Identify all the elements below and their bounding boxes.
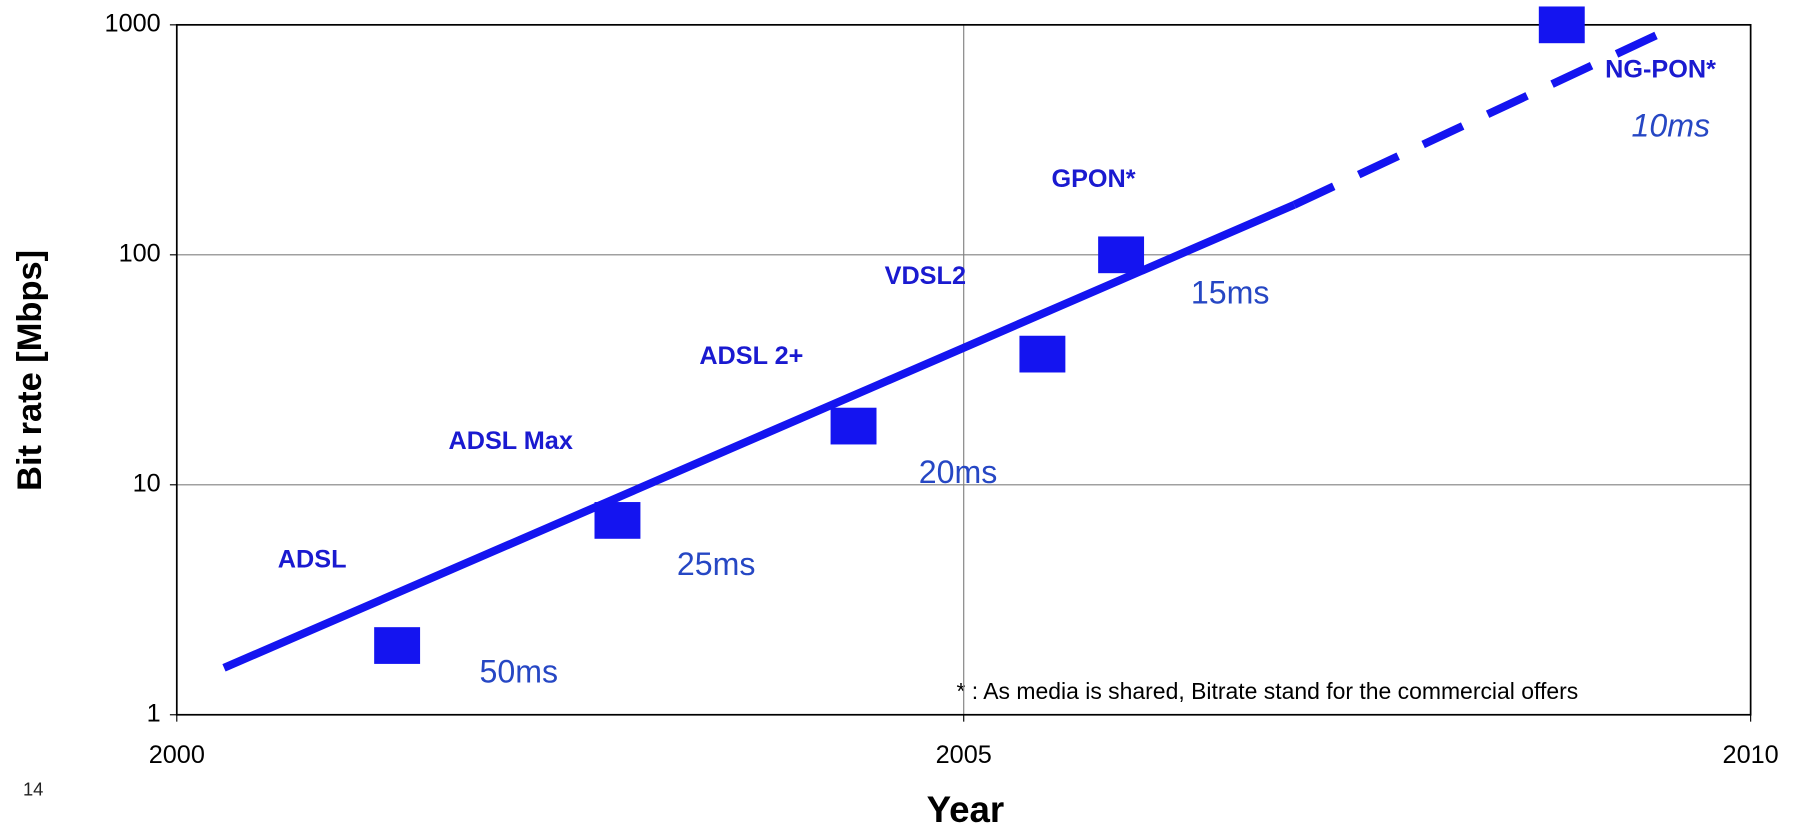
point-label: VDSL2: [885, 262, 966, 290]
point-label: ADSL: [278, 545, 347, 573]
latency-label: 20ms: [919, 454, 998, 490]
latency-label: 25ms: [677, 546, 756, 582]
trend-line: [1292, 31, 1658, 209]
latency-label: 15ms: [1191, 274, 1270, 310]
y-axis-title: Bit rate [Mbps]: [11, 250, 49, 491]
data-point: [1098, 236, 1145, 274]
plot-border: [175, 23, 1752, 716]
footnote: * : As media is shared, Bitrate stand fo…: [956, 678, 1578, 704]
data-point: [1538, 6, 1585, 44]
y-tick-label: 1000: [105, 10, 161, 38]
data-point: [594, 502, 641, 539]
x-tick-label: 2000: [149, 741, 205, 769]
latency-label: 10ms: [1632, 108, 1711, 144]
y-tick-label: 10: [133, 469, 161, 497]
data-point: [830, 407, 877, 445]
data-point: [374, 627, 421, 664]
y-tick-label: 100: [119, 239, 161, 267]
x-axis-title: Year: [927, 789, 1005, 828]
data-point: [1019, 335, 1066, 373]
trend-line: [222, 201, 1296, 672]
y-tick-label: 1: [147, 699, 161, 727]
point-label: ADSL Max: [448, 427, 572, 455]
x-tick-label: 2010: [1723, 741, 1779, 769]
x-tick-label: 2005: [936, 741, 992, 769]
point-label: NG-PON*: [1605, 55, 1716, 83]
latency-label: 50ms: [480, 654, 559, 690]
page-number: 14: [23, 778, 43, 799]
point-label: ADSL 2+: [699, 342, 803, 370]
point-label: GPON*: [1051, 165, 1135, 193]
